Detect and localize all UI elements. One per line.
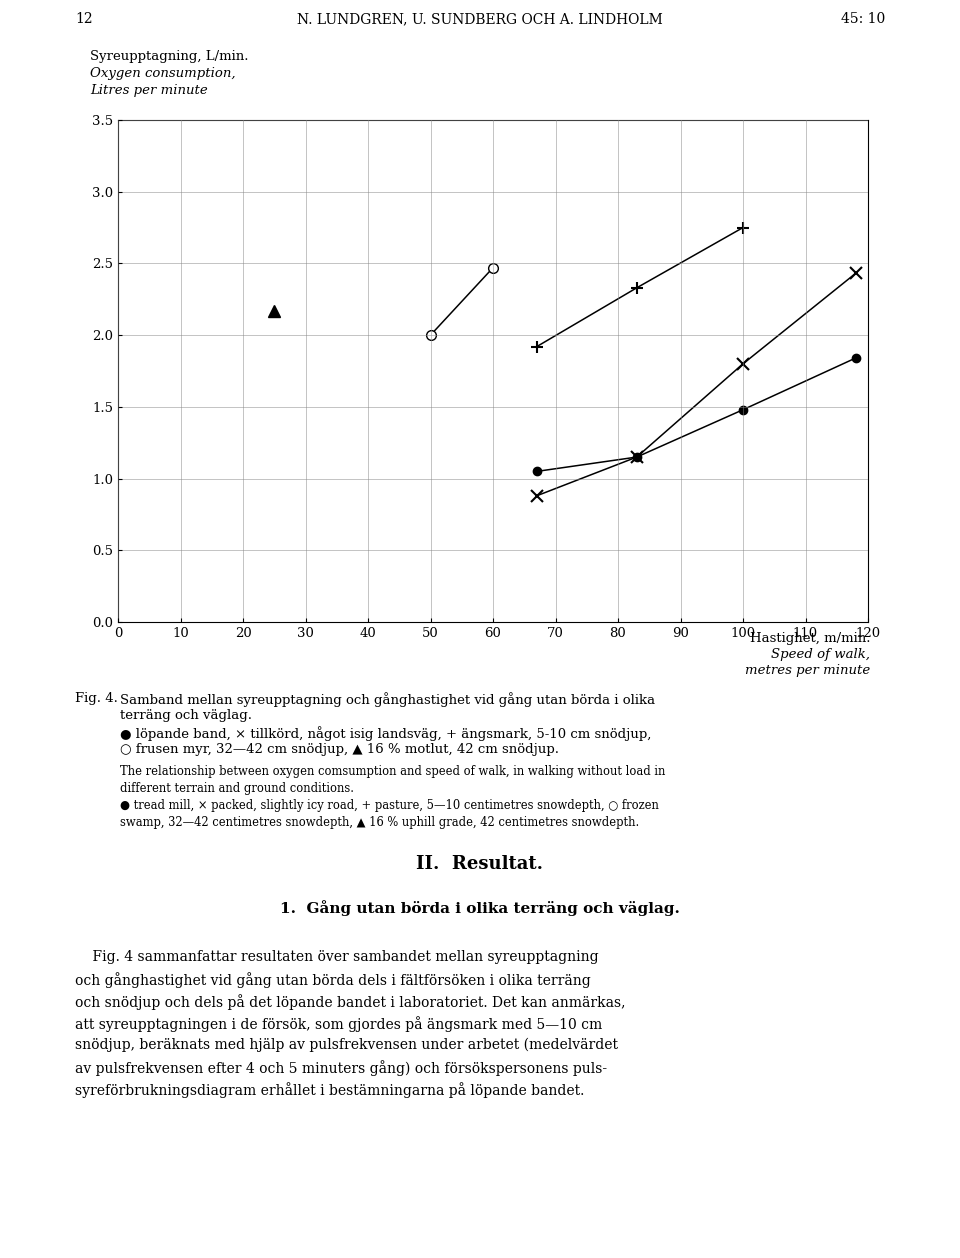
- Text: different terrain and ground conditions.: different terrain and ground conditions.: [120, 782, 354, 795]
- Text: terräng och väglag.: terräng och väglag.: [120, 710, 252, 722]
- Text: Oxygen consumption,: Oxygen consumption,: [90, 67, 235, 81]
- Text: Fig. 4.: Fig. 4.: [75, 692, 118, 704]
- Text: ● tread mill, × packed, slightly icy road, + pasture, 5—10 centimetres snowdepth: ● tread mill, × packed, slightly icy roa…: [120, 799, 659, 813]
- Text: syreförbrukningsdiagram erhållet i bestämningarna på löpande bandet.: syreförbrukningsdiagram erhållet i bestä…: [75, 1082, 585, 1098]
- Text: och gånghastighet vid gång utan börda dels i fältförsöken i olika terräng: och gånghastighet vid gång utan börda de…: [75, 972, 590, 988]
- Text: Litres per minute: Litres per minute: [90, 84, 207, 97]
- Text: Speed of walk,: Speed of walk,: [771, 648, 870, 660]
- Text: snödjup, beräknats med hjälp av pulsfrekvensen under arbetet (medelvärdet: snödjup, beräknats med hjälp av pulsfrek…: [75, 1038, 618, 1053]
- Text: N. LUNDGREN, U. SUNDBERG OCH A. LINDHOLM: N. LUNDGREN, U. SUNDBERG OCH A. LINDHOLM: [298, 13, 662, 26]
- Text: metres per minute: metres per minute: [745, 664, 870, 677]
- Text: swamp, 32—42 centimetres snowdepth, ▲ 16 % uphill grade, 42 centimetres snowdept: swamp, 32—42 centimetres snowdepth, ▲ 16…: [120, 816, 639, 829]
- Text: ○ frusen myr, 32—42 cm snödjup, ▲ 16 % motlut, 42 cm snödjup.: ○ frusen myr, 32—42 cm snödjup, ▲ 16 % m…: [120, 743, 559, 756]
- Text: att syreupptagningen i de försök, som gjordes på ängsmark med 5—10 cm: att syreupptagningen i de försök, som gj…: [75, 1016, 602, 1032]
- Text: och snödjup och dels på det löpande bandet i laboratoriet. Det kan anmärkas,: och snödjup och dels på det löpande band…: [75, 994, 626, 1010]
- Text: 1.  Gång utan börda i olika terräng och väglag.: 1. Gång utan börda i olika terräng och v…: [280, 899, 680, 916]
- Text: II.  Resultat.: II. Resultat.: [417, 855, 543, 873]
- Text: 12: 12: [75, 13, 92, 26]
- Text: The relationship between oxygen comsumption and speed of walk, in walking withou: The relationship between oxygen comsumpt…: [120, 765, 665, 779]
- Text: Samband mellan syreupptagning och gånghastighet vid gång utan börda i olika: Samband mellan syreupptagning och gångha…: [120, 692, 655, 707]
- Text: Hastighet, m/min.: Hastighet, m/min.: [750, 632, 870, 645]
- Text: av pulsfrekvensen efter 4 och 5 minuters gång) och försökspersonens puls-: av pulsfrekvensen efter 4 och 5 minuters…: [75, 1060, 607, 1076]
- Text: Fig. 4 sammanfattar resultaten över sambandet mellan syreupptagning: Fig. 4 sammanfattar resultaten över samb…: [75, 950, 599, 964]
- Text: ● löpande band, × tillkörd, något isig landsväg, + ängsmark, 5-10 cm snödjup,: ● löpande band, × tillkörd, något isig l…: [120, 726, 652, 741]
- Text: Syreupptagning, L/min.: Syreupptagning, L/min.: [90, 50, 249, 63]
- Text: 45: 10: 45: 10: [841, 13, 885, 26]
